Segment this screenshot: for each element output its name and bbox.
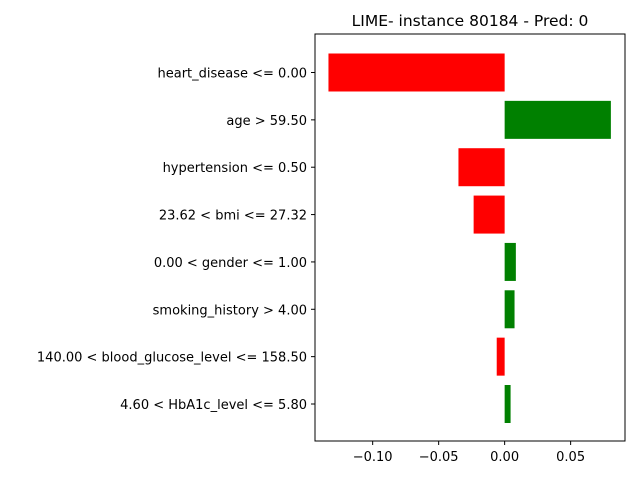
bars-group xyxy=(328,53,611,423)
x-tick-group: −0.10 −0.05 0.00 0.05 xyxy=(353,441,585,465)
x-tick-label-3: 0.05 xyxy=(556,450,585,465)
y-tick-label-2: hypertension <= 0.50 xyxy=(163,161,307,176)
bar-4 xyxy=(504,242,516,281)
y-tick-label-7: 4.60 < HbA1c_level <= 5.80 xyxy=(120,398,307,413)
x-tick-label-2: 0.00 xyxy=(490,450,519,465)
bar-5 xyxy=(504,290,515,329)
bar-1 xyxy=(504,100,611,139)
bar-6 xyxy=(496,337,505,376)
y-tick-label-5: smoking_history > 4.00 xyxy=(153,303,307,318)
y-tick-label-1: age > 59.50 xyxy=(226,114,307,129)
bar-3 xyxy=(473,195,505,234)
y-tick-label-4: 0.00 < gender <= 1.00 xyxy=(154,256,307,271)
plot-frame xyxy=(314,33,626,442)
y-tick-label-0: heart_disease <= 0.00 xyxy=(157,67,307,82)
y-tick-group: heart_disease <= 0.00 age > 59.50 hyperten… xyxy=(37,67,315,413)
bar-7 xyxy=(504,385,511,423)
y-tick-label-3: 23.62 < bmi <= 27.32 xyxy=(159,209,307,224)
bar-0 xyxy=(328,53,505,92)
bar-2 xyxy=(458,148,505,187)
y-tick-label-6: 140.00 < blood_glucose_level <= 158.50 xyxy=(37,351,307,366)
chart-title: LIME- instance 80184 - Pred: 0 xyxy=(352,12,589,30)
x-tick-label-0: −0.10 xyxy=(353,450,393,465)
x-tick-label-1: −0.05 xyxy=(419,450,459,465)
